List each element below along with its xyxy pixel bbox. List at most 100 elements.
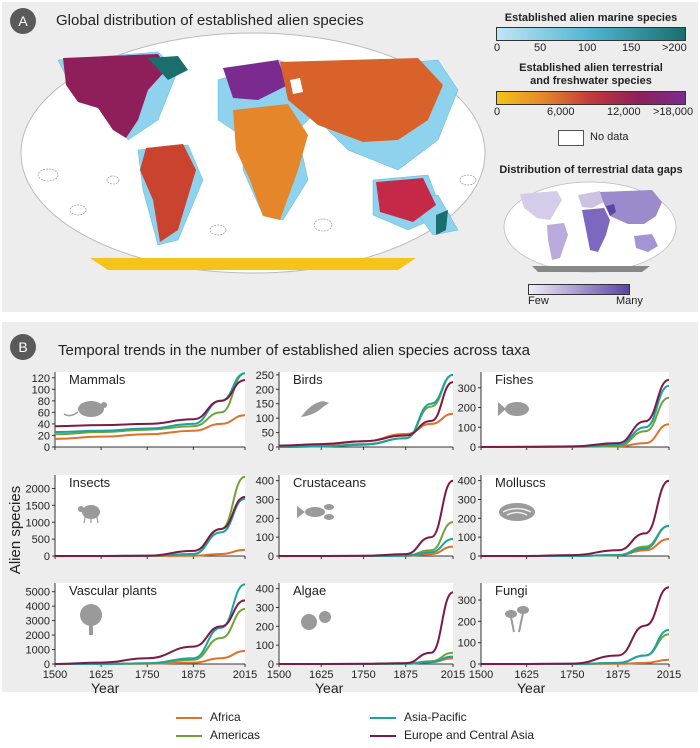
y-tick-label: 400 [256,476,274,488]
terrestrial-tick-3: >18,000 [653,106,694,118]
panel-a: A Global distribution of established ali… [2,2,698,312]
y-tick-label: 0 [470,659,476,671]
terrestrial-legend-title-2: and freshwater species [530,75,652,87]
series-line-europe-and-central-asia [480,378,670,448]
y-tick-label: 200 [458,403,476,415]
chart-title: Molluscs [495,475,546,490]
x-tick-label: 1875 [181,669,205,681]
series-line-asia-pacific [278,373,454,448]
region-no-data [290,78,303,94]
series-line-europe-and-central-asia [55,495,246,557]
y-axis-label: Alien species [7,486,24,574]
x-axis-label: Year [315,680,344,696]
y-tick-label: 60 [38,407,50,419]
region-asia [280,58,443,142]
y-tick-label: 0 [268,551,274,563]
legend: Africa Americas Asia-Pacific Europe and … [0,706,700,748]
x-tick-label: 2015 [441,669,465,681]
crustacean-icon [305,507,325,517]
chart-title: Fungi [495,583,528,598]
y-tick-label: 100 [458,422,476,434]
y-tick-label: 100 [458,532,476,544]
chart-fungi: 0 100 200 300 1500 1625 1750 1875 2015 Year Fungi [458,583,681,696]
tree-trunk [89,624,93,635]
marine-tick-4: >200 [662,42,687,54]
fish-icon [505,402,529,416]
legend-line-asia-pacific [370,717,396,719]
y-tick-label: 0 [44,551,50,563]
terrestrial-legend-title-1: Established alien terrestrial [519,62,663,74]
fungi-icon [505,610,517,618]
x-tick-label: 1625 [309,669,333,681]
chart-title: Algae [293,583,326,598]
crustacean-tail [297,506,305,518]
crustacean-icon [297,504,334,520]
tree-icon [80,604,102,626]
y-tick-label: 0 [44,442,50,454]
x-tick-label: 1750 [351,669,375,681]
y-tick-label: 100 [256,413,274,425]
series-line-europe-and-central-asia [279,479,454,557]
chart-vascular-plants: 0 1000 2000 3000 4000 5000 1500 1625 1750 1875 201… [26,583,257,696]
panel-b-badge: B [10,334,36,360]
y-tick-label: 300 [458,595,476,607]
y-tick-label: 120 [32,373,50,385]
y-tick-label: 400 [256,584,274,596]
region-antarctica [90,258,416,270]
insect-head [78,506,84,512]
tree-icon [80,604,102,635]
mushroom-cap [517,606,529,614]
x-tick-label: 1500 [267,669,291,681]
algae-cell [319,611,331,623]
legend-label-asia-pacific: Asia-Pacific [404,710,467,724]
region-europe [223,60,288,100]
series-line-europe-and-central-asia [278,381,454,447]
mouse-icon [63,401,107,417]
mushroom-stem [510,616,515,633]
gaps-many-label: Many [616,295,643,307]
no-data-label: No data [590,131,629,143]
y-tick-label: 200 [458,616,476,628]
y-tick-label: 100 [32,384,50,396]
x-tick-label: 1625 [89,669,113,681]
series-line-europe-and-central-asia [481,479,670,557]
y-tick-label: 20 [38,430,50,442]
mushroom-stem [518,612,524,633]
chart-insects: 0 500 1000 1500 2000 Insects [26,475,246,563]
x-tick-label: 1625 [514,669,538,681]
series-line-europe-and-central-asia [279,591,454,665]
y-tick-label: 100 [256,532,274,544]
y-tick-label: 1000 [26,645,50,657]
x-axis-label: Year [517,680,546,696]
x-tick-label: 1500 [43,669,67,681]
insect-icon [78,505,100,524]
region-north-america [63,54,168,138]
series-line-americas [54,372,246,436]
marine-tick-2: 100 [578,42,597,54]
gaps-color-bar [528,284,630,295]
x-tick-label: 2015 [233,669,257,681]
mouse-icon [78,401,104,417]
chart-algae: 0 100 200 300 400 1500 1625 1750 1875 2015 Year Alg… [256,583,465,696]
legend-label-europe-central-asia: Europe and Central Asia [404,728,535,742]
legend-line-europe-central-asia [370,735,396,737]
x-tick-label: 1875 [606,669,630,681]
x-tick-label: 1750 [560,669,584,681]
mollusc-icon [499,503,535,521]
x-axis-label: Year [91,680,120,696]
panel-a-badge: A [10,8,36,34]
x-tick-label: 1875 [393,669,417,681]
y-tick-label: 40 [38,419,50,431]
bird-icon [301,401,329,417]
chart-title: Crustaceans [293,475,366,490]
legend-label-americas: Americas [210,728,261,742]
y-tick-label: 100 [256,640,274,652]
fungi-icon [505,606,529,633]
y-tick-label: 0 [470,551,476,563]
chart-title: Birds [293,372,323,387]
marine-tick-0: 0 [494,42,501,54]
terrestrial-tick-0: 0 [494,106,501,118]
y-tick-label: 0 [44,659,50,671]
y-tick-label: 50 [262,428,274,440]
